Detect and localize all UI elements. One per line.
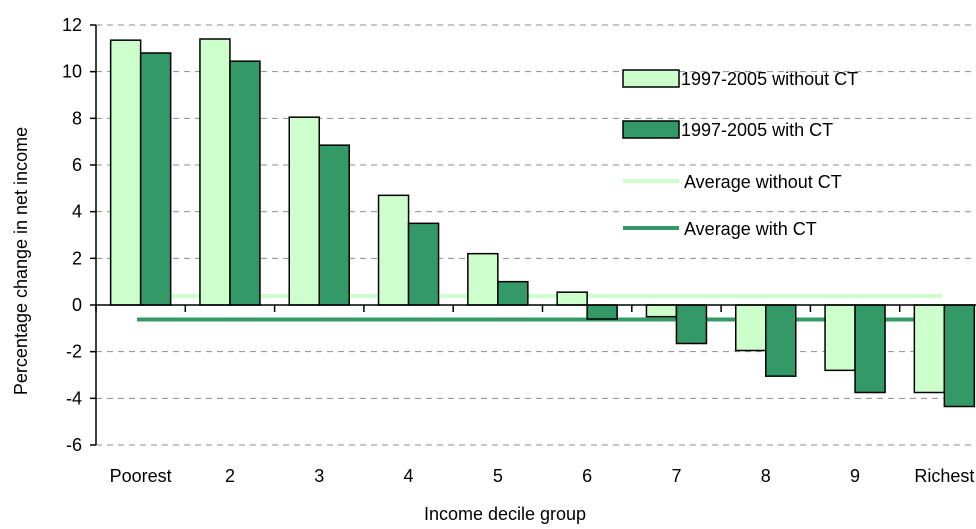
y-tick-label: 12 [62, 15, 82, 35]
bar-series-1 [288, 116, 320, 306]
bar-series-2 [675, 304, 708, 345]
bar-series-1 [735, 304, 767, 352]
x-tick-labels: Poorest 2 3 4 5 6 7 8 9 Richest [95, 305, 974, 486]
x-tick-label: 6 [582, 466, 592, 486]
legend-label-avg-with-ct: Average with CT [684, 219, 817, 239]
bar-series-1 [824, 304, 856, 372]
x-tick-label: 5 [493, 466, 503, 486]
bar-series-2 [229, 60, 261, 306]
x-tick-label: 8 [761, 466, 771, 486]
bar-series-2 [854, 304, 886, 394]
bar-series-1 [199, 38, 231, 306]
bar-series-1 [467, 252, 499, 306]
legend: 1997-2005 without CT 1997-2005 with CT A… [622, 69, 858, 239]
bar-series-2 [943, 304, 976, 408]
legend-swatch-without-ct [622, 69, 680, 88]
x-tick-label: Richest [914, 466, 974, 486]
bar-series-2 [318, 144, 350, 306]
x-axis-title: Income decile group [424, 504, 586, 524]
y-tick-label: 0 [72, 295, 82, 315]
bar-series-2 [765, 304, 797, 377]
x-tick-label: Poorest [110, 466, 172, 486]
legend-label-with-ct: 1997-2005 with CT [681, 120, 833, 140]
bar-series-2 [139, 52, 172, 306]
bar-series-1 [913, 304, 946, 394]
x-tick-label: 9 [850, 466, 860, 486]
y-tick-label: 2 [72, 248, 82, 268]
bar-series-2 [586, 304, 618, 320]
bar-series-1 [109, 39, 142, 306]
bar-series-1 [645, 304, 678, 318]
x-tick-label: 2 [225, 466, 235, 486]
bars [109, 38, 976, 408]
y-tick-label: -4 [66, 388, 82, 408]
x-tick-label: 3 [314, 466, 324, 486]
bar-series-1 [377, 194, 410, 306]
x-tick-label: 7 [671, 466, 681, 486]
y-tick-label: 10 [62, 62, 82, 82]
bar-series-2 [497, 280, 529, 306]
legend-label-without-ct: 1997-2005 without CT [681, 69, 858, 89]
x-tick-label: 4 [404, 466, 414, 486]
y-tick-label: -6 [66, 435, 82, 455]
axes [95, 25, 976, 445]
bar-series-2 [407, 222, 440, 306]
legend-label-avg-without-ct: Average without CT [684, 172, 842, 192]
bar-series-1 [556, 291, 588, 306]
legend-swatch-with-ct [622, 120, 680, 139]
y-tick-label: 4 [72, 202, 82, 222]
average-lines [137, 294, 942, 322]
y-tick-labels: 12 10 8 6 4 2 0 -2 -4 -6 [62, 15, 96, 455]
y-tick-label: -2 [66, 342, 82, 362]
y-tick-label: 8 [72, 108, 82, 128]
y-axis-title: Percentage change in net income [11, 127, 31, 395]
y-tick-label: 6 [72, 155, 82, 175]
